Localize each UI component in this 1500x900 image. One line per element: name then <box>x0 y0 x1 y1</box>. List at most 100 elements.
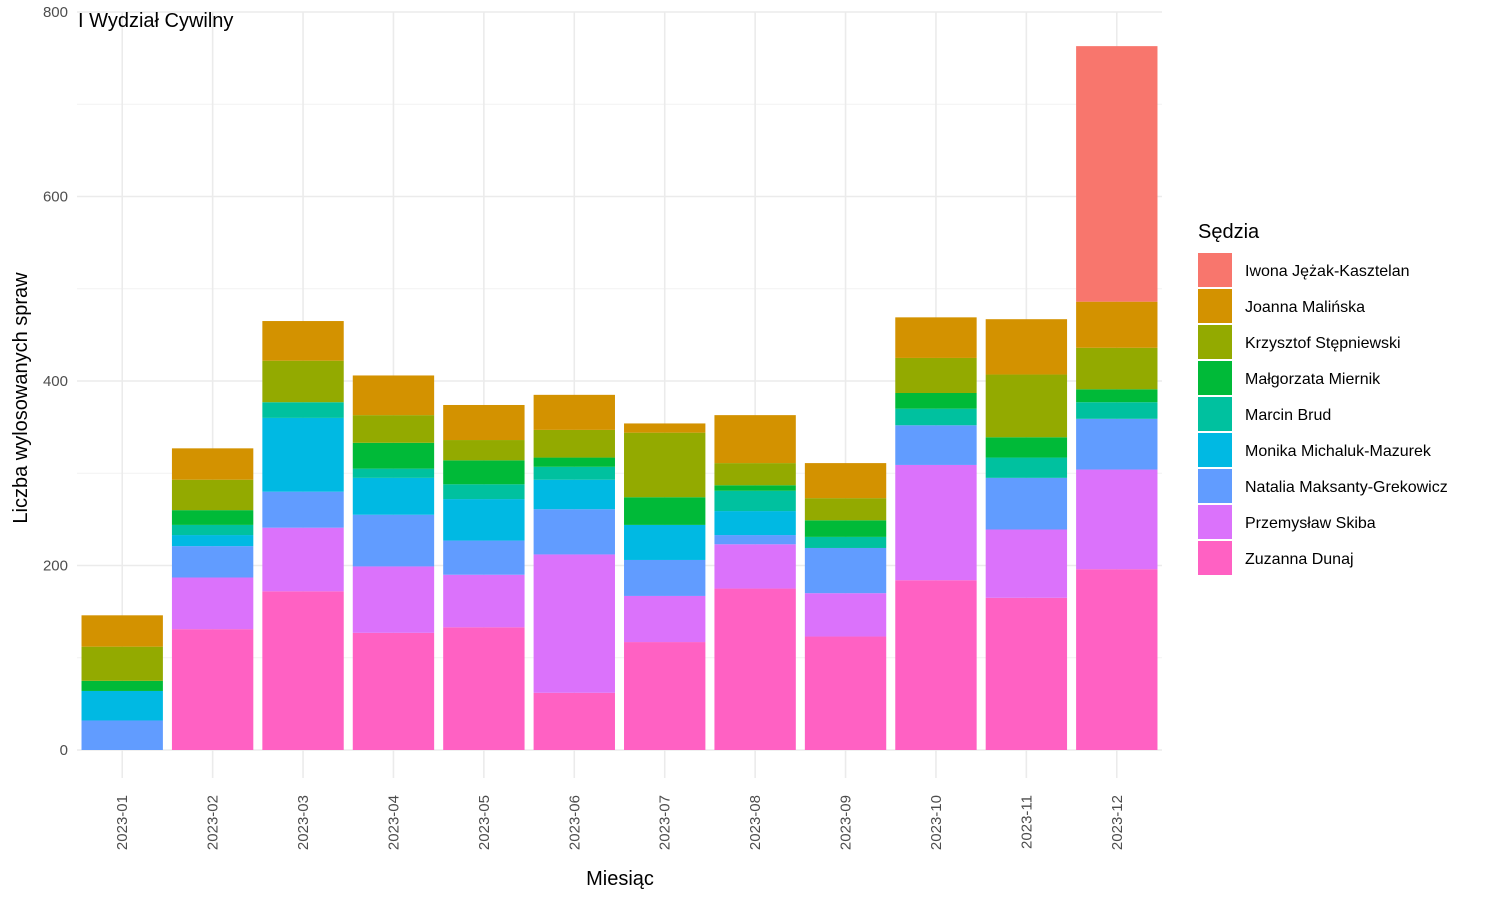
bar-segment <box>533 554 615 693</box>
bar-segment <box>1076 46 1158 302</box>
bar-segment <box>624 524 706 560</box>
bar-segment <box>895 408 977 426</box>
y-tick-label: 400 <box>43 373 68 390</box>
bar-segment <box>1076 569 1158 750</box>
legend-swatch <box>1198 505 1232 539</box>
legend-label: Joanna Malińska <box>1245 299 1365 316</box>
bar-segment <box>262 402 344 418</box>
bar-segment <box>443 460 525 485</box>
bars-layer <box>81 46 1158 750</box>
bar-segment <box>171 535 254 547</box>
legend-label: Natalia Maksanty-Grekowicz <box>1245 479 1448 496</box>
bar-segment <box>533 457 615 467</box>
bar-segment <box>985 597 1068 750</box>
bar-segment <box>895 317 977 358</box>
x-tick-label: 2023-10 <box>928 795 945 850</box>
bar-segment <box>262 527 344 592</box>
y-axis-title: Liczba wylosowanych spraw <box>10 272 32 524</box>
bar-segment <box>352 566 435 633</box>
x-tick-label: 2023-09 <box>838 795 855 850</box>
bar-segment <box>262 360 344 403</box>
bar-segment <box>985 374 1068 438</box>
bar-segment <box>443 627 525 750</box>
x-tick-label: 2023-08 <box>747 795 764 850</box>
bar-segment <box>171 577 254 630</box>
y-tick-label: 600 <box>43 189 68 206</box>
bar-segment <box>624 432 706 498</box>
legend-swatch <box>1198 397 1232 431</box>
bar-segment <box>1076 469 1158 570</box>
legend-swatch <box>1198 361 1232 395</box>
bar-segment <box>804 498 887 521</box>
bar-segment <box>895 357 977 393</box>
bar-segment <box>1076 418 1158 470</box>
bar-segment <box>352 477 435 515</box>
bar-segment <box>171 524 254 536</box>
x-axis-title: Miesiąc <box>586 868 654 890</box>
bar-segment <box>895 464 977 581</box>
bar-segment <box>714 544 796 589</box>
bar-segment <box>895 392 977 409</box>
x-tick-label: 2023-12 <box>1109 795 1126 850</box>
bar-segment <box>262 491 344 528</box>
bar-segment <box>443 540 525 575</box>
x-tick-label: 2023-03 <box>295 795 312 850</box>
bar-segment <box>804 636 887 750</box>
bar-segment <box>171 510 254 525</box>
bar-segment <box>985 529 1068 598</box>
legend-swatch <box>1198 541 1232 575</box>
bar-segment <box>533 429 615 458</box>
bar-segment <box>533 479 615 510</box>
bar-segment <box>804 520 887 537</box>
bar-segment <box>1076 301 1158 348</box>
bar-segment <box>443 574 525 628</box>
bar-segment <box>533 466 615 480</box>
bar-segment <box>171 629 254 750</box>
legend: Sędzia Iwona Jężak-Kasztelan Joanna Maliń… <box>1198 221 1448 575</box>
bar-segment <box>624 559 706 596</box>
x-tick-labels: 2023-01 2023-02 2023-03 2023-04 2023-05 2023-… <box>114 795 1126 850</box>
bar-segment <box>262 417 344 492</box>
legend-label: Krzysztof Stępniewski <box>1245 335 1401 352</box>
legend-swatch <box>1198 253 1232 287</box>
legend-swatch <box>1198 289 1232 323</box>
legend-label: Zuzanna Dunaj <box>1245 551 1354 568</box>
bar-segment <box>895 425 977 465</box>
bar-segment <box>533 394 615 430</box>
bar-segment <box>352 514 435 567</box>
bar-segment <box>171 479 254 511</box>
bar-segment <box>624 423 706 433</box>
chart-title: I Wydział Cywilny <box>78 10 233 32</box>
bar-segment <box>624 642 706 750</box>
bar-segment <box>1076 402 1158 419</box>
bar-segment <box>443 484 525 500</box>
bar-segment <box>985 437 1068 458</box>
bar-segment <box>1076 389 1158 403</box>
legend-label: Marcin Brud <box>1245 407 1331 424</box>
x-tick-label: 2023-11 <box>1018 795 1035 849</box>
legend-label: Iwona Jężak-Kasztelan <box>1245 263 1410 280</box>
bar-segment <box>352 442 435 469</box>
bar-segment <box>714 415 796 464</box>
bar-segment <box>895 580 977 750</box>
bar-segment <box>624 497 706 525</box>
x-tick-label: 2023-05 <box>476 795 493 850</box>
bar-segment <box>714 463 796 486</box>
bar-segment <box>714 511 796 536</box>
bar-segment <box>81 615 163 647</box>
x-tick-label: 2023-04 <box>385 795 402 850</box>
legend-label: Przemysław Skiba <box>1245 515 1376 532</box>
bar-segment <box>804 547 887 594</box>
x-tick-label: 2023-01 <box>114 795 131 850</box>
bar-segment <box>171 546 254 578</box>
bar-segment <box>352 468 435 478</box>
bar-segment <box>714 588 796 750</box>
legend-title: Sędzia <box>1198 221 1260 243</box>
y-tick-labels: 0 200 400 600 800 <box>43 4 68 759</box>
bar-segment <box>352 415 435 443</box>
bar-segment <box>714 535 796 545</box>
bar-segment <box>533 692 615 750</box>
bar-segment <box>81 690 163 721</box>
bar-segment <box>81 646 163 681</box>
